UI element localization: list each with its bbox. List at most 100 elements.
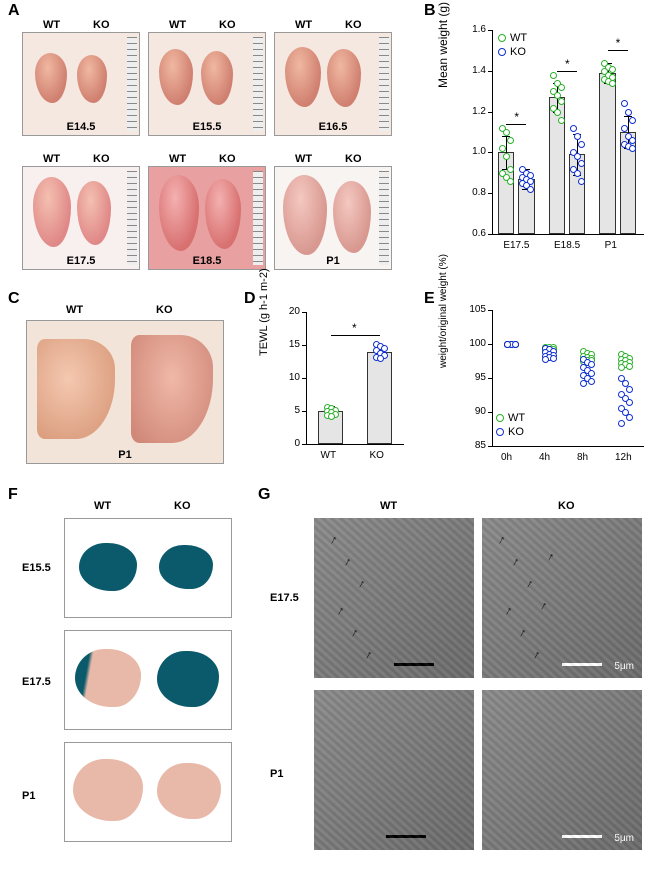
point-wt: [558, 117, 565, 124]
stage-e18: E18.5: [193, 255, 222, 267]
sem-arrow: ↓: [516, 626, 528, 641]
panel-A-col1e: WT: [169, 153, 186, 165]
legend-wt-text: WT: [508, 412, 525, 424]
point-ko: [574, 133, 581, 140]
legend-wt: WT: [498, 32, 527, 44]
panel-C-img: P1: [26, 320, 224, 464]
point-ko: [621, 125, 628, 132]
panel-A: WT KO E14.5 WT KO E15.5 WT KO E16.5 WT K…: [22, 18, 400, 274]
panel-A-col2d: KO: [93, 153, 110, 165]
sem-wt-e17: ↓↓↓↓↓↓: [314, 518, 474, 678]
panel-F-ko: KO: [174, 500, 191, 512]
panel-A-img-E18.5: WT KO E18.5: [148, 166, 266, 270]
sem-ko-e17: 5μm ↓↓↓↓↓↓↓↓: [482, 518, 642, 678]
sem-arrow: ↓: [327, 533, 339, 548]
point-wt: [503, 129, 510, 136]
panel-A-col1d: WT: [43, 153, 60, 165]
point-ko: [574, 170, 581, 177]
panel-G-ko: KO: [558, 500, 575, 512]
ytick-label: 85: [475, 440, 486, 451]
legend-ko-marker: [496, 428, 504, 436]
panel-label-D: D: [244, 290, 256, 308]
ytick: [488, 234, 492, 235]
ytick: [302, 378, 306, 379]
xtick-label: KO: [370, 450, 384, 461]
sem-arrow: ↓: [495, 533, 507, 548]
panel-G-wt: WT: [380, 500, 397, 512]
panel-A-img-P1: WT KO P1: [274, 166, 392, 270]
xtick-label: E17.5: [503, 240, 529, 251]
panel-label-G: G: [258, 486, 270, 504]
scale-bar: [562, 663, 602, 666]
sem-wt-p1: [314, 690, 474, 850]
panel-G-row1: E17.5: [270, 592, 299, 604]
point-ko: [621, 100, 628, 107]
x-axis: [306, 444, 404, 445]
panel-F-img-e17: [64, 630, 232, 730]
point-ko: [626, 414, 633, 421]
panel-A-col1c: WT: [295, 19, 312, 31]
ytick-label: 20: [289, 306, 300, 317]
embryo-ko-e16: [327, 49, 361, 107]
panel-C-stage: P1: [118, 449, 131, 461]
ruler: [379, 37, 389, 131]
point-ko: [512, 341, 519, 348]
sig-line: [506, 124, 526, 125]
embryo-wt-e17: [33, 177, 71, 247]
sem-arrow: ↓: [502, 604, 514, 619]
panel-A-col2e: KO: [219, 153, 236, 165]
dye-ko-e17: [157, 651, 219, 707]
legend-wt-marker: [496, 414, 504, 422]
legend-ko: KO: [496, 426, 524, 438]
xtick-label: 4h: [539, 452, 550, 463]
panel-F-row2: E17.5: [22, 676, 51, 688]
panel-C: WT KO P1: [26, 306, 224, 466]
dye-wt-e17: [75, 649, 141, 707]
panel-C-wt-label: WT: [66, 304, 83, 316]
bar: [367, 352, 392, 444]
point-ko: [578, 141, 585, 148]
embryo-wt-e18: [159, 175, 199, 251]
chart-weight-ratio: 859095100105weight/original weight (%)0h…: [454, 304, 648, 468]
y-title: TEWL (g h-1 m-2): [258, 268, 270, 356]
ytick: [488, 310, 492, 311]
embryo-ko-e17: [77, 181, 111, 245]
ruler: [253, 171, 263, 265]
xtick-label: 8h: [577, 452, 588, 463]
scale-label: 5μm: [614, 661, 634, 672]
stage-e17: E17.5: [67, 255, 96, 267]
panel-F: WT KO E15.5 E17.5 P1: [22, 500, 236, 858]
point-ko: [580, 380, 587, 387]
point-ko: [626, 399, 633, 406]
scale-bar: [562, 835, 602, 838]
sem-arrow: ↓: [544, 550, 556, 565]
ytick: [488, 378, 492, 379]
panel-A-col1f: WT: [295, 153, 312, 165]
legend-ko-marker: [498, 48, 506, 56]
embryo-ko-e15: [201, 51, 233, 105]
dye-ko-e15: [159, 545, 213, 589]
xtick-label: 0h: [501, 452, 512, 463]
panel-A-col1: WT: [43, 19, 60, 31]
panel-A-col2: KO: [93, 19, 110, 31]
sig-star: *: [616, 36, 621, 50]
panel-label-C: C: [8, 290, 20, 308]
ytick: [302, 345, 306, 346]
ytick: [302, 312, 306, 313]
dye-wt-e15: [79, 543, 137, 591]
panel-A-img-E14.5: WT KO E14.5: [22, 32, 140, 136]
panel-A-col1b: WT: [169, 19, 186, 31]
ytick-label: 0.6: [472, 228, 486, 239]
legend-wt-text: WT: [510, 32, 527, 44]
sem-arrow: ↓: [362, 648, 374, 663]
y-axis: [306, 312, 307, 444]
panel-label-B: B: [424, 2, 436, 20]
point-wt: [550, 72, 557, 79]
point: [328, 413, 335, 420]
y-title: weight/original weight (%): [438, 254, 449, 368]
ytick: [488, 446, 492, 447]
sig-star: *: [352, 321, 357, 335]
panel-A-img-E17.5: WT KO E17.5: [22, 166, 140, 270]
ytick-label: 1.6: [472, 24, 486, 35]
ytick-label: 5: [294, 405, 300, 416]
